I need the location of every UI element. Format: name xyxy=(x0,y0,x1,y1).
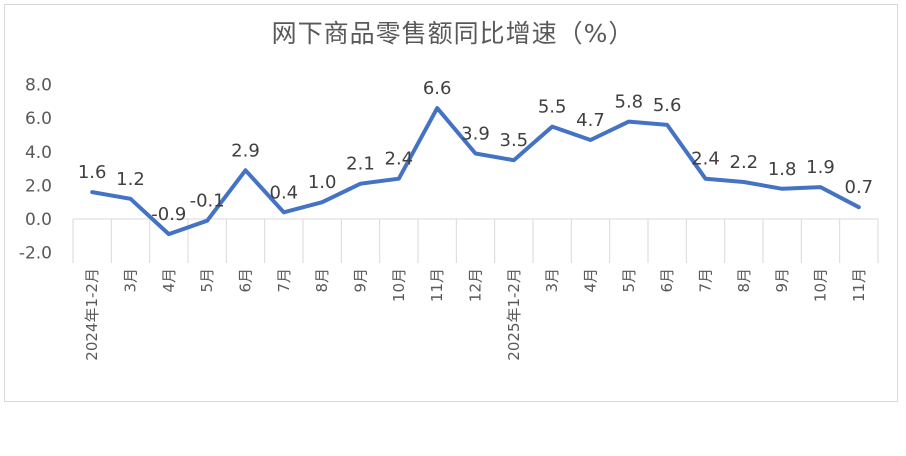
y-tick-label: 6.0 xyxy=(25,109,52,129)
x-tick-label: 9月 xyxy=(352,268,370,293)
x-tick-label: 2024年1-2月 xyxy=(83,268,101,361)
x-tick-label: 5月 xyxy=(620,268,638,293)
x-tick-label: 2025年1-2月 xyxy=(505,268,523,361)
data-label: 2.9 xyxy=(231,140,260,161)
x-tick-label: 11月 xyxy=(850,268,868,302)
x-tick-label: 10月 xyxy=(390,268,408,302)
data-label: 2.1 xyxy=(346,154,375,175)
x-tick-label: 7月 xyxy=(275,268,293,293)
data-label: 5.6 xyxy=(653,95,682,116)
x-tick-label: 9月 xyxy=(773,268,791,293)
data-label: -0.1 xyxy=(190,191,225,212)
x-tick-label: 11月 xyxy=(428,268,446,302)
data-label: 0.4 xyxy=(270,182,299,203)
y-tick-label: -2.0 xyxy=(19,244,52,264)
x-tick-label: 8月 xyxy=(313,268,331,293)
data-label: 1.8 xyxy=(768,159,797,180)
x-tick-label: 7月 xyxy=(697,268,715,293)
x-tick-label: 6月 xyxy=(658,268,676,293)
y-tick-label: 2.0 xyxy=(25,176,52,196)
chart-title: 网下商品零售额同比增速（%） xyxy=(271,19,635,48)
chart-frame xyxy=(4,4,898,402)
x-tick-label: 6月 xyxy=(237,268,255,293)
data-label: 4.7 xyxy=(576,110,605,131)
data-label: 6.6 xyxy=(423,78,452,99)
x-tick-label: 4月 xyxy=(160,268,178,293)
data-label: 5.5 xyxy=(538,97,567,118)
x-tick-label: 3月 xyxy=(122,268,140,293)
data-label: -0.9 xyxy=(151,204,186,225)
y-tick-label: 8.0 xyxy=(25,76,52,96)
data-label: 2.2 xyxy=(730,152,759,173)
data-label: 1.2 xyxy=(116,169,145,190)
data-label: 1.9 xyxy=(806,157,835,178)
data-label: 5.8 xyxy=(615,92,644,113)
x-tick-label: 12月 xyxy=(467,268,485,302)
x-tick-label: 8月 xyxy=(735,268,753,293)
data-label: 2.4 xyxy=(385,149,414,170)
data-label: 1.6 xyxy=(78,162,107,183)
data-label: 3.9 xyxy=(461,123,490,144)
data-label: 3.5 xyxy=(500,130,529,151)
x-tick-label: 10月 xyxy=(812,268,830,302)
data-label: 1.0 xyxy=(308,172,337,193)
x-tick-label: 4月 xyxy=(582,268,600,293)
x-tick-label: 3月 xyxy=(543,268,561,293)
x-tick-label: 5月 xyxy=(198,268,216,293)
y-tick-label: 0.0 xyxy=(25,210,52,230)
y-tick-label: 4.0 xyxy=(25,143,52,163)
data-label: 0.7 xyxy=(845,177,874,198)
data-label: 2.4 xyxy=(691,149,720,170)
